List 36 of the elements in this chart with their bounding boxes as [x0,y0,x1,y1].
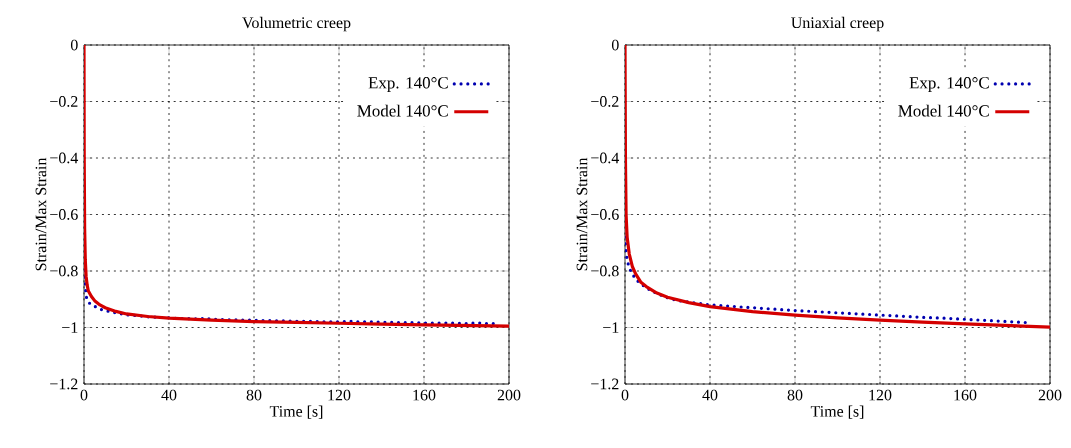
y-tick-label: −0.8 [591,265,619,277]
chart-title: Volumetric creep [242,16,351,32]
x-tick-label: 200 [497,389,521,401]
y-axis-title: Strain/Max Strain [576,157,588,271]
legend-label: Exp. 140°C [368,77,448,92]
y-tick-label: −0.6 [50,209,78,220]
legend-label: Model 140°C [357,104,448,117]
x-tick-label: 160 [413,389,436,401]
x-tick-label: 0 [621,389,629,401]
x-tick-label: 200 [1038,389,1062,401]
x-axis-title: Time [s] [810,405,864,419]
y-axis-title: Strain/Max Strain [35,157,47,271]
y-tick-label: −0.2 [50,96,78,107]
y-tick-label: −1 [62,322,78,333]
x-tick-label: 160 [954,389,977,401]
y-tick-label: −0.8 [50,265,78,277]
y-tick-label: −0.2 [591,96,619,107]
legend-label: Exp. 140°C [909,77,989,92]
x-axis-title: Time [s] [269,405,323,419]
x-tick-label: 120 [328,389,351,401]
y-tick-label: 0 [70,39,78,51]
y-tick-label: −0.4 [50,152,79,164]
y-tick-label: −1.2 [591,378,619,390]
x-tick-label: 80 [787,389,803,401]
y-tick-label: −1 [603,322,619,333]
x-tick-label: 40 [161,389,177,401]
x-tick-label: 0 [80,389,88,401]
y-tick-label: −1.2 [50,378,78,390]
y-tick-label: −0.4 [591,152,620,164]
x-tick-label: 40 [702,389,718,401]
x-tick-label: 80 [246,389,262,401]
x-tick-label: 120 [869,389,892,401]
y-tick-label: −0.6 [591,209,619,220]
legend-label: Model 140°C [898,104,989,117]
chart-title: Uniaxial creep [791,16,884,32]
y-tick-label: 0 [611,39,619,51]
